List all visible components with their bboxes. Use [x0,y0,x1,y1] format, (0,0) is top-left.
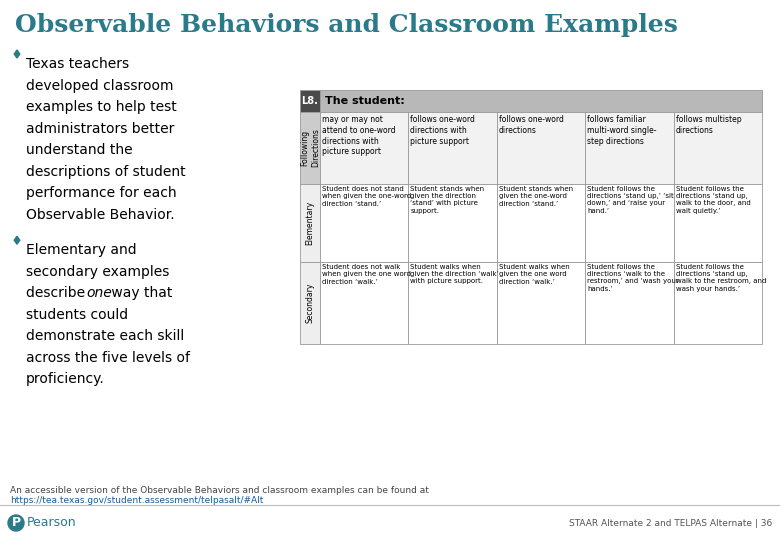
Text: Following
Directions: Following Directions [300,129,320,167]
Text: follows multistep
directions: follows multistep directions [675,115,741,135]
Bar [497,262,585,344]
Text: Observable Behavior.: Observable Behavior. [26,208,175,222]
Bar [674,184,762,262]
Bar [300,184,320,262]
Text: one: one [87,286,112,300]
Bar [585,112,674,184]
Bar [409,184,497,262]
Text: understand the: understand the [26,143,133,157]
Text: descriptions of student: descriptions of student [26,165,186,179]
Text: STAAR Alternate 2 and TELPAS Alternate | 36: STAAR Alternate 2 and TELPAS Alternate |… [569,518,772,528]
Text: Student walks when
given the one word
direction ‘walk.’: Student walks when given the one word di… [498,264,569,285]
Text: Student follows the
directions ‘stand up,’ ‘sit
down,’ and ‘raise your
hand.’: Student follows the directions ‘stand up… [587,186,674,214]
Bar [320,262,409,344]
Text: Student walks when
given the direction ‘walk’
with picture support.: Student walks when given the direction ‘… [410,264,499,285]
Text: follows one-word
directions with
picture support: follows one-word directions with picture… [410,115,475,145]
Bar [320,90,762,112]
Text: describe: describe [26,286,90,300]
Text: across the five levels of: across the five levels of [26,351,190,365]
Text: The student:: The student: [325,96,405,106]
Text: P: P [12,516,20,530]
Bar [497,184,585,262]
Bar [300,112,320,184]
Bar [300,90,320,112]
Text: demonstrate each skill: demonstrate each skill [26,329,184,343]
Text: Student follows the
directions ‘stand up,
walk to the restroom, and
wash your ha: Student follows the directions ‘stand up… [675,264,766,292]
Bar [674,262,762,344]
Bar [320,112,409,184]
Bar [320,184,409,262]
Bar [674,112,762,184]
Text: follows one-word
directions: follows one-word directions [498,115,564,135]
Bar [497,112,585,184]
Circle shape [8,515,24,531]
Text: Observable Behaviors and Classroom Examples: Observable Behaviors and Classroom Examp… [15,13,678,37]
Bar [300,262,320,344]
Text: Pearson: Pearson [27,516,76,530]
Text: Student does not walk
when given the one word
direction ‘walk.’: Student does not walk when given the one… [322,264,411,285]
Text: Student does not stand
when given the one-word
direction ‘stand.’: Student does not stand when given the on… [322,186,411,206]
Text: performance for each: performance for each [26,186,176,200]
Text: An accessible version of the Observable Behaviors and classroom examples can be : An accessible version of the Observable … [10,486,429,495]
Text: Student stands when
given the direction
‘stand’ with picture
support.: Student stands when given the direction … [410,186,484,214]
Text: L8.: L8. [302,96,318,106]
Text: Texas teachers: Texas teachers [26,57,129,71]
Polygon shape [14,50,20,58]
Text: Student stands when
given the one-word
direction ‘stand.’: Student stands when given the one-word d… [498,186,573,206]
Text: Elementary and: Elementary and [26,243,136,257]
Text: secondary examples: secondary examples [26,265,169,279]
Text: proficiency.: proficiency. [26,373,105,387]
Text: way that: way that [107,286,172,300]
Polygon shape [14,236,20,244]
Text: Student follows the
directions ‘walk to the
restroom,’ and ‘wash your
hands.’: Student follows the directions ‘walk to … [587,264,679,292]
Bar [409,112,497,184]
Text: may or may not
attend to one-word
directions with
picture support: may or may not attend to one-word direct… [322,115,395,156]
Text: Student follows the
directions ‘stand up,
walk to the door, and
wait quietly.’: Student follows the directions ‘stand up… [675,186,750,214]
Text: Secondary: Secondary [306,283,314,323]
Text: examples to help test: examples to help test [26,100,177,114]
Text: https://tea.texas.gov/student.assessment/telpasalt/#Alt: https://tea.texas.gov/student.assessment… [10,496,264,505]
Text: administrators better: administrators better [26,122,175,136]
Bar [585,262,674,344]
Text: follows familiar
multi-word single-
step directions: follows familiar multi-word single- step… [587,115,657,145]
Bar [585,184,674,262]
Text: Elementary: Elementary [306,201,314,245]
Text: students could: students could [26,308,128,322]
Bar [409,262,497,344]
Text: developed classroom: developed classroom [26,78,173,92]
